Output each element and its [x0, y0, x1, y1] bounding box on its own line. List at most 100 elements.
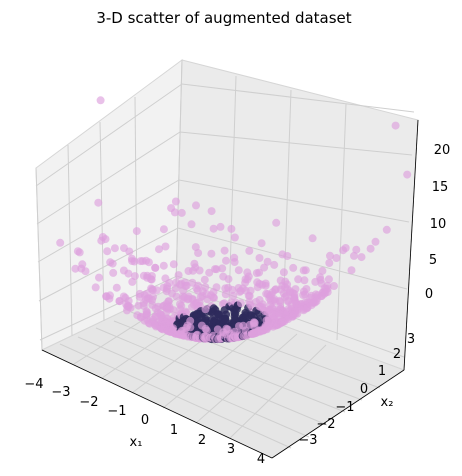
scatter-point	[109, 269, 117, 277]
scatter-point	[160, 225, 168, 233]
scatter-point	[231, 234, 239, 242]
scatter-point	[272, 219, 280, 227]
scatter-point	[105, 295, 113, 303]
scatter-point	[97, 96, 105, 104]
scatter-point	[324, 288, 332, 296]
scatter-point	[82, 267, 90, 275]
scatter-point	[207, 250, 215, 258]
z-tick-label: 20	[434, 143, 451, 158]
scatter-point	[258, 239, 266, 247]
scatter-point	[131, 272, 139, 280]
scatter-point	[56, 239, 64, 247]
x-tick-label: 2	[198, 433, 206, 448]
scatter-point	[330, 282, 338, 290]
scatter-point	[203, 327, 211, 335]
scatter-point	[213, 283, 221, 291]
scatter-point	[210, 294, 218, 302]
scatter-point	[358, 253, 366, 261]
x-tick-label: −2	[79, 395, 98, 410]
scatter-point	[300, 276, 308, 284]
scatter-point	[272, 285, 280, 293]
scatter-point	[152, 304, 160, 312]
scatter-point	[225, 275, 233, 283]
scatter-point	[170, 260, 178, 268]
scatter-point	[103, 247, 111, 255]
scatter-point	[251, 319, 259, 327]
x-tick-label: 0	[141, 413, 149, 428]
chart-title: 3-D scatter of augmented dataset	[96, 9, 351, 27]
scatter-point	[92, 283, 100, 291]
scatter-point	[286, 287, 294, 295]
scatter-point	[235, 266, 243, 274]
y-tick-label: 1	[378, 364, 386, 379]
scatter-point	[153, 286, 161, 294]
scatter-point	[196, 267, 204, 275]
x-tick-label: 1	[170, 423, 178, 438]
scatter-point	[348, 266, 356, 274]
scatter-point	[102, 235, 110, 243]
y-tick-label: −3	[298, 433, 317, 448]
scatter-point	[283, 252, 291, 260]
scatter-point	[94, 199, 102, 207]
scatter-point	[208, 207, 216, 215]
scatter-point	[383, 226, 391, 234]
x-tick-label: 4	[257, 452, 265, 467]
scatter-point	[194, 249, 202, 257]
scatter-point	[109, 260, 117, 268]
scatter-point	[76, 248, 84, 256]
scatter-point	[175, 271, 183, 279]
scatter-point	[403, 171, 411, 179]
scatter-point	[178, 209, 186, 217]
y-tick-label: −1	[335, 400, 354, 415]
scatter-point	[274, 309, 282, 317]
scatter-point	[302, 266, 310, 274]
scatter-point	[245, 247, 253, 255]
scatter-point	[143, 316, 151, 324]
scatter-point	[280, 268, 288, 276]
y-axis-label: x₂	[381, 395, 394, 410]
scatter-point	[127, 304, 135, 312]
scatter-point	[145, 258, 153, 266]
scatter-point	[289, 264, 297, 272]
scatter-point	[262, 290, 270, 298]
scatter-point	[210, 225, 218, 233]
scatter-point	[133, 227, 141, 235]
scatter-point	[162, 243, 170, 251]
scatter-point	[342, 244, 350, 252]
z-tick-label: 0	[425, 287, 433, 302]
x-tick-label: −1	[107, 404, 126, 419]
scatter-point	[270, 261, 278, 269]
scatter-point	[372, 238, 380, 246]
scatter-point	[227, 225, 235, 233]
scatter-point	[217, 223, 225, 231]
scatter-point	[151, 264, 159, 272]
scatter-point	[293, 300, 301, 308]
scatter-point	[332, 254, 340, 262]
scatter-point	[95, 274, 103, 282]
scatter-point	[245, 273, 253, 281]
scatter-point	[262, 282, 270, 290]
scatter-point	[202, 305, 210, 313]
scatter-point	[201, 276, 209, 284]
scatter-point	[316, 273, 324, 281]
y-tick-label: −2	[316, 417, 335, 432]
scatter-point	[325, 275, 333, 283]
scatter-point	[218, 264, 226, 272]
scatter-point	[221, 247, 229, 255]
scatter-point	[186, 317, 194, 325]
scatter-point	[302, 285, 310, 293]
scatter-point	[171, 208, 179, 216]
scatter-point	[192, 201, 200, 209]
scatter-point	[309, 234, 317, 242]
scatter-point	[172, 198, 180, 206]
scatter-point	[201, 283, 209, 291]
scatter-point	[113, 284, 121, 292]
scatter-point	[188, 220, 196, 228]
z-tick-label: 15	[432, 180, 449, 195]
scatter-point	[367, 245, 375, 253]
x-tick-label: 3	[227, 442, 235, 457]
scatter-point	[160, 262, 168, 270]
x-tick-label: −3	[51, 385, 70, 400]
